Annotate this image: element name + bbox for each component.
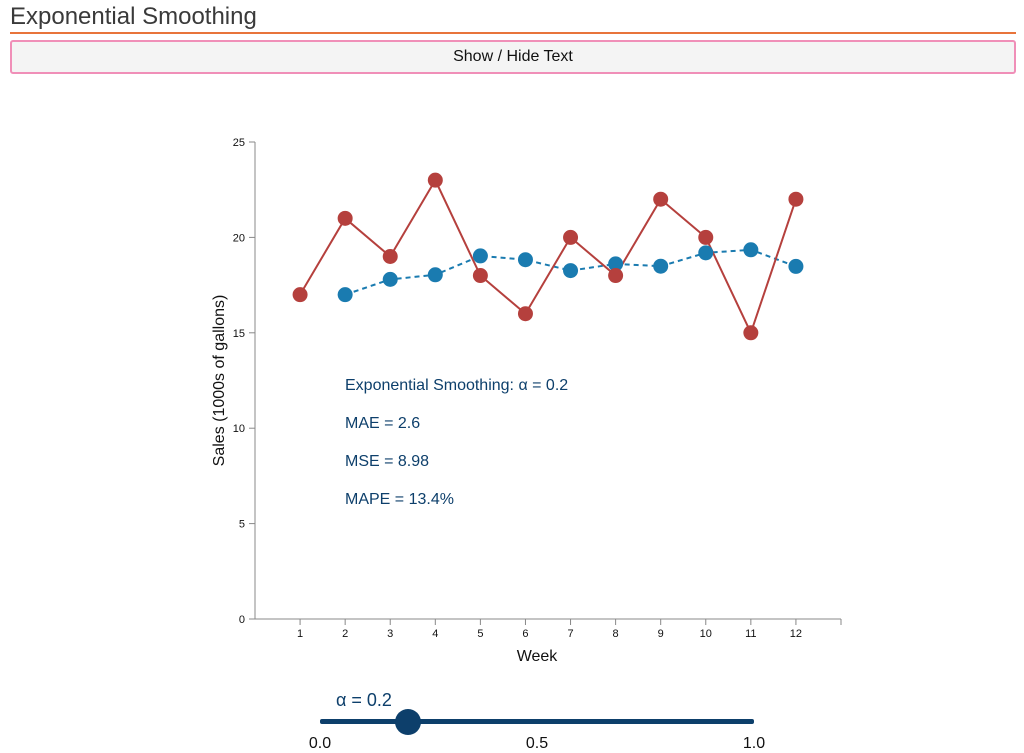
y-axis-label: Sales (1000s of gallons): [211, 295, 228, 467]
x-tick-label: 3: [387, 628, 393, 640]
annotation-mse: MSE = 8.98: [345, 453, 429, 470]
stats-annotations: Exponential Smoothing: α = 0.2 MAE = 2.6…: [345, 377, 568, 508]
actual-point: [788, 191, 804, 207]
page-title: Exponential Smoothing: [10, 3, 257, 30]
x-tick-label: 6: [522, 628, 528, 640]
actual-point: [653, 191, 669, 207]
actual-point: [382, 248, 398, 264]
actual-point: [698, 229, 714, 245]
series-layer: [292, 172, 804, 341]
forecast-point: [743, 242, 759, 258]
x-tick-label: 4: [432, 628, 438, 640]
y-tick-label: 25: [233, 137, 245, 149]
actual-point: [608, 268, 624, 284]
forecast-point: [382, 271, 398, 287]
forecast-point: [472, 248, 488, 264]
y-tick-label: 5: [239, 519, 245, 531]
show-hide-text-button[interactable]: Show / Hide Text: [10, 40, 1016, 74]
x-tick-label: 7: [567, 628, 573, 640]
y-tick-label: 15: [233, 328, 245, 340]
actual-point: [563, 229, 579, 245]
y-tick-label: 20: [233, 232, 245, 244]
actual-point: [472, 268, 488, 284]
slider-tick-mid: 0.5: [525, 735, 549, 752]
actual-line: [299, 178, 797, 336]
y-axis-ticks: 0 5 10 15 20 25: [233, 137, 255, 626]
annotation-mape: MAPE = 13.4%: [345, 491, 454, 508]
slider-tick-max: 1.0: [742, 735, 766, 752]
forecast-point: [337, 287, 353, 303]
x-tick-label: 12: [790, 628, 802, 640]
alpha-slider-panel: α = 0.2 0.0 0.5 1.0: [0, 680, 1024, 753]
y-tick-label: 0: [239, 614, 245, 626]
annotation-mae: MAE = 2.6: [345, 415, 420, 432]
forecast-point: [698, 245, 714, 261]
x-tick-label: 5: [477, 628, 483, 640]
actual-point: [292, 287, 308, 303]
forecast-point: [653, 258, 669, 274]
actual-point: [427, 172, 443, 188]
x-tick-label: 1: [297, 628, 303, 640]
forecast-point: [608, 256, 624, 272]
x-tick-label: 10: [700, 628, 712, 640]
title-divider: [10, 32, 1016, 34]
actual-point: [517, 306, 533, 322]
slider-tick-min: 0.0: [308, 735, 332, 752]
alpha-slider-track[interactable]: [320, 719, 754, 724]
x-axis-ticks: 1 2 3 4 5 6 7 8 9 10 11 12: [297, 619, 802, 640]
annotation-method: Exponential Smoothing: α = 0.2: [345, 377, 568, 394]
forecast-point: [517, 252, 533, 268]
x-tick-label: 2: [342, 628, 348, 640]
x-axis-label: Week: [517, 648, 559, 665]
x-tick-label: 11: [745, 628, 756, 640]
forecast-point: [427, 267, 443, 283]
alpha-value-label: α = 0.2: [336, 690, 392, 710]
forecast-point: [788, 258, 804, 274]
x-tick-label: 8: [613, 628, 619, 640]
y-tick-label: 10: [233, 423, 245, 435]
actual-point: [337, 210, 353, 226]
forecast-point: [563, 263, 579, 279]
actual-point: [743, 325, 759, 341]
alpha-slider-handle[interactable]: [394, 709, 421, 735]
x-tick-label: 9: [658, 628, 664, 640]
